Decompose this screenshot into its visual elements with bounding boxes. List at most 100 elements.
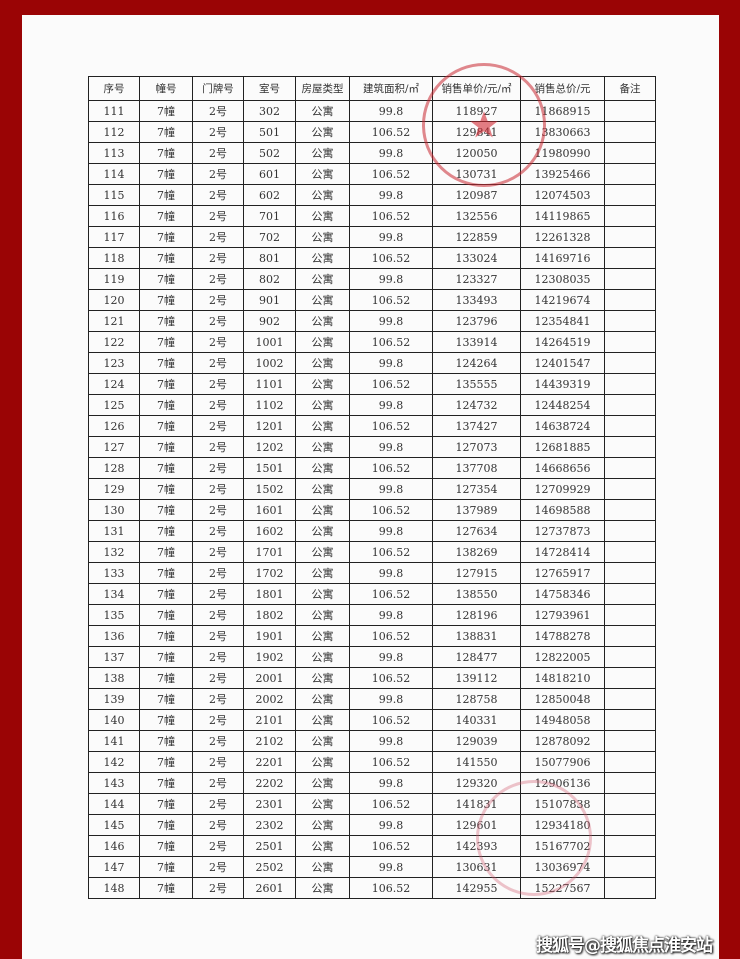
table-cell: 2302 (243, 814, 296, 836)
table-cell (604, 688, 656, 710)
table-cell: 7幢 (139, 457, 193, 479)
table-cell: 115 (88, 184, 140, 206)
table-cell: 127073 (432, 436, 521, 458)
table-cell: 公寓 (295, 436, 350, 458)
table-row: 128 7幢 2号 1501 公寓 106.52 137708 14668656 (88, 457, 656, 479)
table-header-row: 序号 幢号 门牌号 室号 房屋类型 建筑面积/㎡ 销售单价/元/㎡ 销售总价/元 备注 (88, 76, 656, 101)
table-cell: 7幢 (139, 793, 193, 815)
table-cell: 7幢 (139, 205, 193, 227)
table-cell: 139112 (432, 667, 521, 689)
table-cell: 106.52 (349, 583, 433, 605)
table-cell: 2202 (243, 772, 296, 794)
table-cell (604, 730, 656, 752)
table-cell: 12448254 (520, 394, 605, 416)
table-cell: 7幢 (139, 352, 193, 374)
table-row: 125 7幢 2号 1102 公寓 99.8 124732 12448254 (88, 394, 656, 416)
table-cell: 公寓 (295, 247, 350, 269)
table-cell: 7幢 (139, 562, 193, 584)
column-header: 幢号 (139, 76, 193, 101)
table-cell: 1601 (243, 499, 296, 521)
table-cell: 135555 (432, 373, 521, 395)
table-cell: 1102 (243, 394, 296, 416)
table-cell: 2号 (192, 205, 244, 227)
table-cell: 7幢 (139, 142, 193, 164)
table-cell: 2102 (243, 730, 296, 752)
table-cell: 14948058 (520, 709, 605, 731)
table-cell: 2号 (192, 142, 244, 164)
table-cell: 130631 (432, 856, 521, 878)
table-cell: 11980990 (520, 142, 605, 164)
table-cell: 129841 (432, 121, 521, 143)
table-cell: 2号 (192, 877, 244, 899)
table-cell: 2号 (192, 436, 244, 458)
table-cell: 12074503 (520, 184, 605, 206)
table-cell: 902 (243, 310, 296, 332)
table-cell: 2号 (192, 856, 244, 878)
table-cell: 2号 (192, 562, 244, 584)
table-cell: 公寓 (295, 310, 350, 332)
table-cell: 7幢 (139, 499, 193, 521)
table-row: 143 7幢 2号 2202 公寓 99.8 129320 12906136 (88, 772, 656, 794)
table-row: 123 7幢 2号 1002 公寓 99.8 124264 12401547 (88, 352, 656, 374)
table-cell: 133493 (432, 289, 521, 311)
table-cell: 公寓 (295, 667, 350, 689)
table-cell: 12765917 (520, 562, 605, 584)
table-cell (604, 289, 656, 311)
table-cell: 12737873 (520, 520, 605, 542)
table-cell: 公寓 (295, 205, 350, 227)
table-cell: 2号 (192, 751, 244, 773)
table-cell: 99.8 (349, 814, 433, 836)
table-cell: 127915 (432, 562, 521, 584)
table-cell: 2号 (192, 247, 244, 269)
table-cell: 106.52 (349, 247, 433, 269)
table-cell: 7幢 (139, 835, 193, 857)
table-cell: 129 (88, 478, 140, 500)
table-cell: 1201 (243, 415, 296, 437)
table-cell: 121 (88, 310, 140, 332)
table-cell: 7幢 (139, 772, 193, 794)
table-cell: 144 (88, 793, 140, 815)
table-cell: 2号 (192, 457, 244, 479)
table-cell: 2301 (243, 793, 296, 815)
table-cell: 公寓 (295, 394, 350, 416)
table-cell (604, 709, 656, 731)
table-cell: 2002 (243, 688, 296, 710)
table-cell: 99.8 (349, 394, 433, 416)
table-cell (604, 562, 656, 584)
table-cell: 14638724 (520, 415, 605, 437)
table-cell: 502 (243, 142, 296, 164)
table-cell: 1802 (243, 604, 296, 626)
table-cell: 1101 (243, 373, 296, 395)
table-cell: 公寓 (295, 688, 350, 710)
table-cell: 2号 (192, 268, 244, 290)
table-cell: 2号 (192, 163, 244, 185)
table-cell: 公寓 (295, 877, 350, 899)
table-cell: 公寓 (295, 163, 350, 185)
table-row: 112 7幢 2号 501 公寓 106.52 129841 13830663 (88, 121, 656, 143)
table-cell: 7幢 (139, 646, 193, 668)
table-cell: 公寓 (295, 352, 350, 374)
table-cell: 13830663 (520, 121, 605, 143)
table-cell (604, 310, 656, 332)
table-cell: 7幢 (139, 856, 193, 878)
table-cell: 801 (243, 247, 296, 269)
table-cell: 14219674 (520, 289, 605, 311)
table-cell: 1801 (243, 583, 296, 605)
table-cell (604, 499, 656, 521)
table-cell: 120050 (432, 142, 521, 164)
table-cell: 14728414 (520, 541, 605, 563)
table-cell: 2号 (192, 709, 244, 731)
table-cell: 106.52 (349, 751, 433, 773)
table-cell: 106.52 (349, 625, 433, 647)
table-cell: 15227567 (520, 877, 605, 899)
table-cell: 2号 (192, 541, 244, 563)
table-cell: 12709929 (520, 478, 605, 500)
table-cell: 117 (88, 226, 140, 248)
table-cell: 7幢 (139, 184, 193, 206)
table-cell (604, 583, 656, 605)
table-cell: 122 (88, 331, 140, 353)
table-cell: 15107838 (520, 793, 605, 815)
table-cell: 113 (88, 142, 140, 164)
table-cell: 146 (88, 835, 140, 857)
table-cell: 138269 (432, 541, 521, 563)
